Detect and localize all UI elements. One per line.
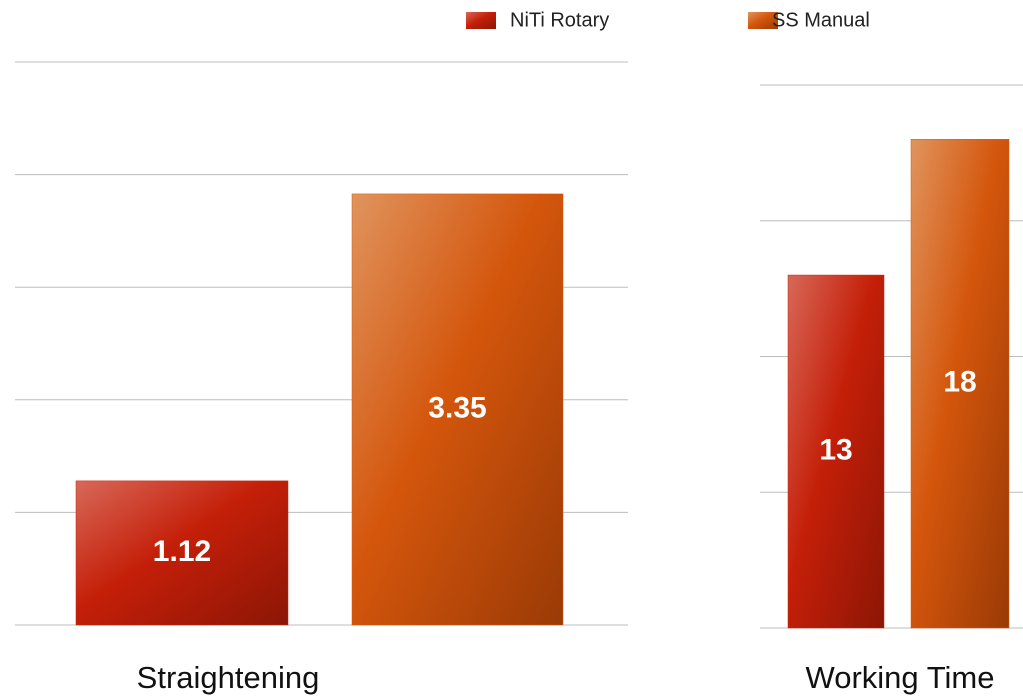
bar — [787, 274, 885, 629]
x-tick-label: Straightening — [137, 660, 320, 695]
legend-swatch — [466, 12, 496, 29]
bar — [910, 139, 1010, 629]
legend-swatch — [748, 12, 778, 29]
legend-label: SS Manual — [772, 9, 870, 31]
legend-label: NiTi Rotary — [510, 9, 609, 31]
x-tick-label: Working Time — [806, 660, 995, 695]
data-label: 18 — [943, 366, 976, 399]
data-label: 3.35 — [428, 391, 486, 424]
bar — [351, 193, 564, 626]
data-label: 13 — [819, 433, 852, 466]
bar — [75, 480, 289, 626]
data-label: 1.12 — [153, 535, 211, 568]
